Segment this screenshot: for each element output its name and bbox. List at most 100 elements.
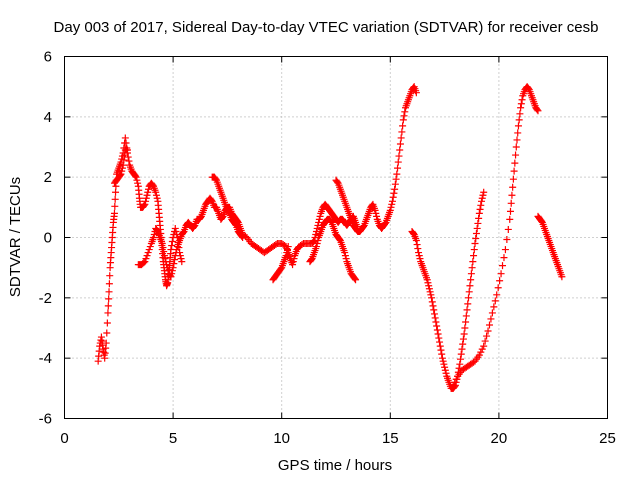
data-point: [413, 241, 421, 249]
data-point: [470, 246, 478, 254]
data-point: [313, 240, 321, 248]
data-point: [480, 188, 488, 196]
data-point: [518, 96, 526, 104]
data-point: [399, 122, 407, 130]
y-tick-label: 6: [44, 49, 52, 66]
data-point: [499, 262, 507, 270]
data-point: [179, 228, 187, 236]
data-point: [289, 258, 297, 266]
data-point: [480, 342, 488, 350]
data-point: [104, 302, 112, 310]
data-point: [142, 255, 150, 263]
data-point: [212, 175, 220, 183]
data-point: [430, 306, 438, 314]
data-point: [441, 363, 449, 371]
data-point: [168, 242, 176, 250]
data-point: [509, 175, 517, 183]
data-point: [401, 108, 409, 116]
data-point: [313, 224, 321, 232]
data-point: [467, 270, 475, 278]
data-point: [315, 218, 323, 226]
data-point: [387, 203, 395, 211]
data-point: [487, 315, 495, 323]
data-point: [171, 252, 179, 260]
data-point: [152, 191, 160, 199]
data-point: [327, 217, 335, 225]
data-point: [388, 197, 396, 205]
data-point: [161, 255, 169, 263]
x-tick-label: 10: [273, 430, 290, 447]
data-point: [428, 298, 436, 306]
data-point: [159, 244, 167, 252]
data-point: [478, 345, 486, 353]
data-point: [534, 107, 542, 115]
data-point: [391, 185, 399, 193]
data-point: [373, 212, 381, 220]
data-point: [509, 183, 517, 191]
data-point: [282, 252, 290, 260]
data-point: [392, 175, 400, 183]
data-point: [105, 295, 113, 303]
data-point: [360, 222, 368, 230]
data-point: [425, 285, 433, 293]
data-point: [142, 194, 150, 202]
data-point: [517, 104, 525, 112]
data-point: [510, 167, 518, 175]
data-point: [460, 330, 468, 338]
data-point: [472, 235, 480, 243]
data-point: [121, 151, 129, 159]
data-point: [125, 157, 133, 165]
data-point: [144, 188, 152, 196]
data-point: [105, 280, 113, 288]
data-point: [396, 146, 404, 154]
x-tick-label: 0: [60, 430, 68, 447]
data-point: [490, 303, 498, 311]
data-point: [239, 234, 247, 241]
data-point: [398, 128, 406, 136]
data-point: [433, 322, 441, 330]
data-point: [514, 129, 522, 137]
data-point: [438, 350, 446, 358]
data-point: [433, 326, 441, 334]
data-point: [290, 255, 298, 263]
data-point: [512, 151, 520, 159]
data-point: [558, 273, 566, 281]
y-axis-label: SDTVAR / TECUs: [7, 177, 24, 297]
data-point: [456, 360, 464, 368]
data-point: [178, 258, 186, 266]
data-point: [395, 152, 403, 160]
data-point: [283, 246, 291, 254]
data-point: [390, 189, 398, 197]
data-point: [141, 200, 149, 208]
data-point: [477, 348, 485, 356]
data-point: [439, 357, 447, 365]
data-point: [462, 318, 470, 326]
data-point: [163, 261, 171, 269]
data-point: [218, 213, 226, 221]
data-point: [431, 314, 439, 322]
data-point: [396, 140, 404, 148]
data-point: [314, 237, 322, 245]
data-point: [435, 334, 443, 342]
x-tick-label: 5: [169, 430, 177, 447]
data-point: [371, 206, 379, 214]
data-point: [493, 291, 501, 299]
data-point: [462, 312, 470, 320]
data-point: [512, 143, 520, 151]
data-point: [386, 206, 394, 214]
data-point: [484, 327, 492, 335]
data-point: [146, 243, 154, 251]
y-tick-label: 2: [44, 169, 52, 186]
data-point: [461, 324, 469, 332]
x-axis-label: GPS time / hours: [278, 457, 392, 474]
data-point: [231, 220, 239, 228]
axes: 0 5 10 15 20 25 -6 -4 -2 0 2 4 6: [39, 49, 616, 448]
data-point: [476, 205, 484, 213]
data-point: [149, 181, 157, 189]
data-point: [158, 240, 166, 248]
data-point: [119, 161, 127, 169]
data-point: [432, 318, 440, 326]
data-point: [426, 288, 434, 296]
data-point: [134, 179, 142, 187]
data-point: [170, 260, 178, 268]
